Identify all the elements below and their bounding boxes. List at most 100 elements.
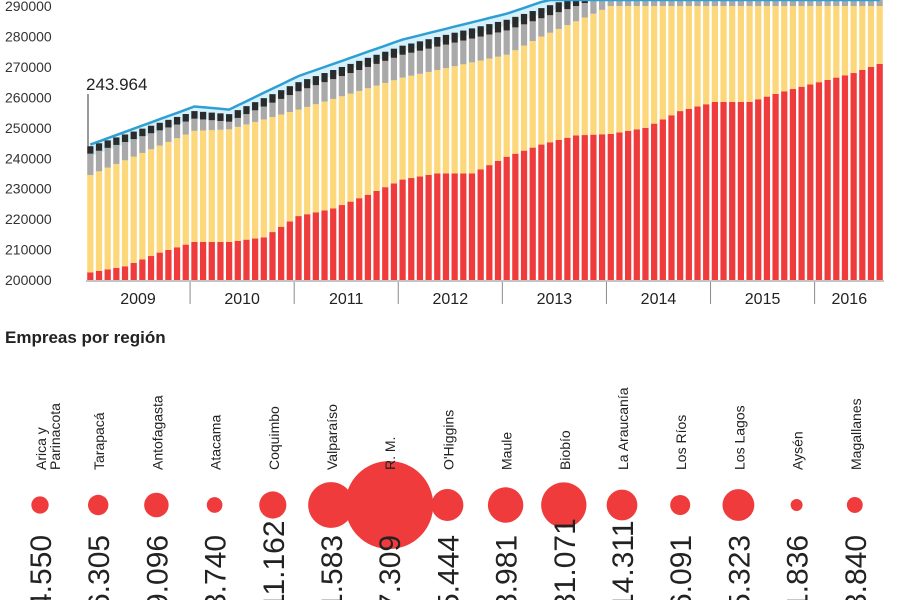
bar-segment-yellow <box>494 56 502 161</box>
bar-month <box>642 0 649 281</box>
y-tick-label: 240000 <box>5 150 52 166</box>
bar-month <box>139 128 146 280</box>
bar-month <box>408 43 415 280</box>
bar-segment-dark <box>425 39 432 49</box>
bar-segment-gray <box>564 9 571 26</box>
section-title: Empreas por región <box>5 328 166 347</box>
bar-segment-yellow <box>729 6 736 102</box>
bar-segment-gray <box>850 0 857 7</box>
region-name: Valparaíso <box>324 404 340 470</box>
y-tick-label: 260000 <box>5 89 52 105</box>
region-bubble <box>259 491 287 519</box>
bar-segment-dark <box>564 0 571 10</box>
bar-segment-red <box>442 173 450 280</box>
bar-segment-red <box>720 101 727 281</box>
year-label: 2010 <box>224 291 260 308</box>
bar-segment-yellow <box>711 6 718 102</box>
bar-segment-gray <box>746 0 753 7</box>
bar-month <box>850 0 857 280</box>
bar-segment-yellow <box>468 62 476 174</box>
bar-month <box>156 122 163 280</box>
bar-month <box>321 73 328 280</box>
bar-month <box>564 0 571 280</box>
region-bubble <box>206 497 223 513</box>
bar-segment-gray <box>659 0 666 7</box>
bar-segment-dark <box>182 114 189 122</box>
region-value: 6.305 <box>83 535 116 600</box>
bar-segment-yellow <box>113 163 120 268</box>
y-tick-label: 270000 <box>5 59 52 75</box>
bar-segment-gray <box>555 12 562 29</box>
bar-series <box>87 0 883 281</box>
bar-segment-red <box>529 147 536 280</box>
bar-segment-dark <box>338 66 346 77</box>
bar-segment-gray <box>624 0 632 7</box>
bar-segment-red <box>512 153 519 280</box>
bar-segment-red <box>729 101 736 281</box>
y-tick-label: 220000 <box>5 211 52 227</box>
bar-segment-red <box>598 134 606 280</box>
bar-segment-yellow <box>243 124 250 240</box>
bar-segment-gray <box>651 0 658 7</box>
bar-segment-gray <box>252 110 259 122</box>
bar-segment-yellow <box>815 6 823 83</box>
bar-segment-gray <box>598 0 606 10</box>
region-value: 1.836 <box>782 535 815 600</box>
bar-segment-gray <box>173 124 181 139</box>
bar-segment-gray <box>572 6 580 22</box>
bar-segment-yellow <box>512 50 519 154</box>
bar-segment-yellow <box>538 36 545 145</box>
bar-segment-dark <box>304 79 311 89</box>
bar-month <box>512 16 519 280</box>
bar-segment-yellow <box>173 138 181 248</box>
bar-month <box>529 11 536 280</box>
bar-segment-dark <box>382 51 389 61</box>
bar-month <box>772 0 779 280</box>
bar-segment-red <box>737 101 745 281</box>
bar-segment-yellow <box>598 9 606 135</box>
bar-segment-yellow <box>529 41 536 148</box>
bar-segment-gray <box>199 119 207 131</box>
bar-segment-gray <box>824 0 831 7</box>
bar-month <box>737 0 745 281</box>
region-name: Atacama <box>208 415 224 470</box>
year-label: 2012 <box>433 291 469 308</box>
region-item: Maule 8.981 <box>487 432 524 600</box>
region-value: 3.740 <box>200 535 233 600</box>
bar-segment-dark <box>408 43 415 53</box>
bar-month <box>425 39 432 280</box>
region-bubble <box>345 461 434 549</box>
region-bubble <box>606 489 638 521</box>
bar-segment-dark <box>494 21 502 33</box>
region-value: 3.840 <box>840 535 873 600</box>
bar-segment-gray <box>677 0 684 7</box>
region-value: 7.309 <box>374 535 407 600</box>
bar-segment-yellow <box>147 149 155 257</box>
bar-segment-dark <box>520 13 528 25</box>
bar-month <box>390 48 398 280</box>
bar-segment-gray <box>269 102 276 117</box>
region-item: La Araucanía 14.311 <box>606 387 640 600</box>
bar-segment-dark <box>121 134 129 143</box>
bar-segment-yellow <box>824 6 831 80</box>
bar-segment-gray <box>616 0 623 7</box>
bar-segment-red <box>156 252 163 280</box>
bar-segment-dark <box>347 63 354 74</box>
bar-segment-red <box>876 63 883 281</box>
bar-segment-gray <box>711 0 718 7</box>
bar-segment-yellow <box>208 130 215 242</box>
bar-segment-dark <box>572 0 580 7</box>
bar-segment-gray <box>477 36 484 61</box>
bar-month <box>538 8 545 280</box>
bar-segment-yellow <box>798 6 805 87</box>
bar-segment-red <box>113 267 120 280</box>
bar-segment-dark <box>312 76 319 86</box>
bar-segment-yellow <box>399 77 406 180</box>
bar-segment-yellow <box>330 98 337 209</box>
bar-month <box>165 119 172 280</box>
bar-month <box>382 51 389 280</box>
bar-month <box>720 0 727 281</box>
callout-label: 243.964 <box>86 75 147 94</box>
bar-month <box>442 34 450 280</box>
